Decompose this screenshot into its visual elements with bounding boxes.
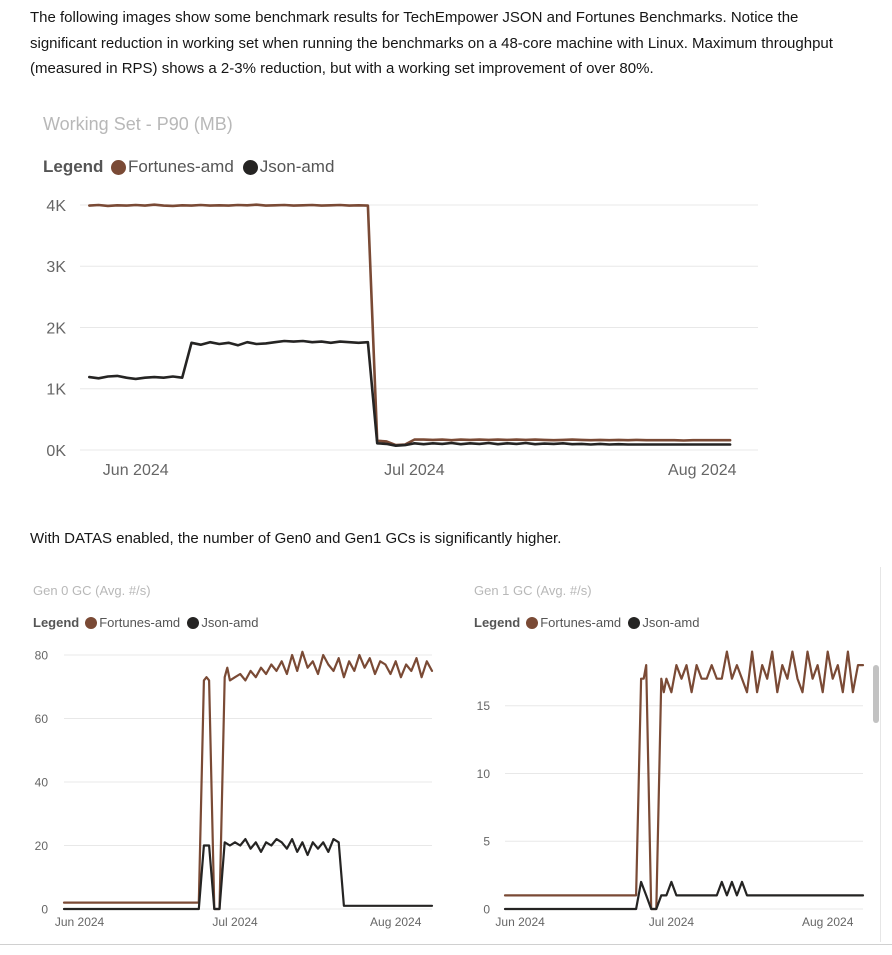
- chart-title: Working Set - P90 (MB): [43, 114, 233, 134]
- legend-label-json: Json-amd: [259, 157, 335, 176]
- y-tick-label: 40: [35, 775, 49, 789]
- x-tick-label: Aug 2024: [802, 915, 854, 929]
- legend-dot-fortunes: [526, 616, 539, 629]
- y-tick-label: 3K: [46, 259, 66, 276]
- x-tick-label: Aug 2024: [668, 462, 737, 479]
- y-tick-label: 5: [483, 835, 490, 849]
- y-tick-label: 60: [35, 712, 49, 726]
- series-line-fortunes-amd: [88, 203, 732, 447]
- y-tick-label: 15: [477, 699, 491, 713]
- x-tick-label: Jul 2024: [384, 462, 445, 479]
- y-tick-label: 0: [483, 902, 490, 916]
- x-tick-label: Jul 2024: [212, 915, 258, 929]
- x-tick-label: Jun 2024: [495, 915, 545, 929]
- chart-title: Gen 0 GC (Avg. #/s): [33, 583, 151, 598]
- chart-title: Gen 1 GC (Avg. #/s): [474, 583, 592, 598]
- y-tick-label: 2K: [46, 320, 66, 337]
- legend-dot-json: [628, 616, 641, 629]
- legend-title: Legend: [43, 157, 104, 176]
- series-line-json-amd: [88, 339, 732, 447]
- y-tick-label: 80: [35, 648, 49, 662]
- legend-dot-json: [187, 616, 200, 629]
- y-tick-label: 0: [41, 902, 48, 916]
- series-line-json-amd: [503, 880, 865, 911]
- working-set-chart: Working Set - P90 (MB) Legend Fortunes-a…: [0, 100, 892, 500]
- middle-paragraph: With DATAS enabled, the number of Gen0 a…: [30, 530, 562, 547]
- y-tick-label: 4K: [46, 198, 66, 215]
- x-tick-label: Jun 2024: [103, 462, 169, 479]
- legend-label-fortunes: Fortunes-amd: [540, 615, 622, 630]
- legend-label-fortunes: Fortunes-amd: [127, 157, 234, 176]
- legend-label-json: Json-amd: [201, 615, 259, 630]
- chart-plot-area: 0 5 10 15 Jun 2024 Jul 2024 Aug 2024: [477, 650, 865, 929]
- y-tick-label: 20: [35, 839, 49, 853]
- x-tick-label: Jul 2024: [649, 915, 695, 929]
- x-tick-label: Aug 2024: [370, 915, 422, 929]
- legend-label-json: Json-amd: [642, 615, 700, 630]
- vertical-scrollbar-track[interactable]: [880, 567, 892, 942]
- series-line-fortunes-amd: [62, 650, 434, 911]
- x-tick-label: Jun 2024: [55, 915, 105, 929]
- series-line-json-amd: [62, 838, 434, 911]
- legend-title: Legend: [33, 615, 80, 630]
- legend-dot-fortunes: [85, 616, 98, 629]
- y-tick-label: 1K: [46, 382, 66, 399]
- chart-plot-area: 0 20 40 60 80 Jun 2024 Jul 2024 Aug 2024: [35, 648, 434, 929]
- legend-label-fortunes: Fortunes-amd: [99, 615, 181, 630]
- chart-legend: Legend Fortunes-amd Json-amd: [33, 615, 258, 630]
- chart-legend: Legend Fortunes-amd Json-amd: [474, 615, 699, 630]
- legend-dot-fortunes: [110, 159, 126, 175]
- bottom-divider: [0, 944, 892, 945]
- legend-dot-json: [242, 159, 258, 175]
- gen0-gc-chart: Gen 0 GC (Avg. #/s) Legend Fortunes-amd …: [0, 570, 445, 940]
- chart-plot-area: 0K 1K 2K 3K 4K Jun 2024 Jul 2024 Aug 2024: [46, 198, 758, 479]
- y-tick-label: 0K: [46, 443, 66, 460]
- intro-paragraph: The following images show some benchmark…: [30, 9, 833, 77]
- series-line-fortunes-amd: [503, 650, 865, 911]
- y-tick-label: 10: [477, 767, 491, 781]
- gen1-gc-chart: Gen 1 GC (Avg. #/s) Legend Fortunes-amd …: [445, 570, 880, 940]
- legend-title: Legend: [474, 615, 521, 630]
- chart-legend: Legend Fortunes-amd Json-amd: [43, 157, 334, 177]
- vertical-scrollbar-thumb[interactable]: [873, 665, 879, 723]
